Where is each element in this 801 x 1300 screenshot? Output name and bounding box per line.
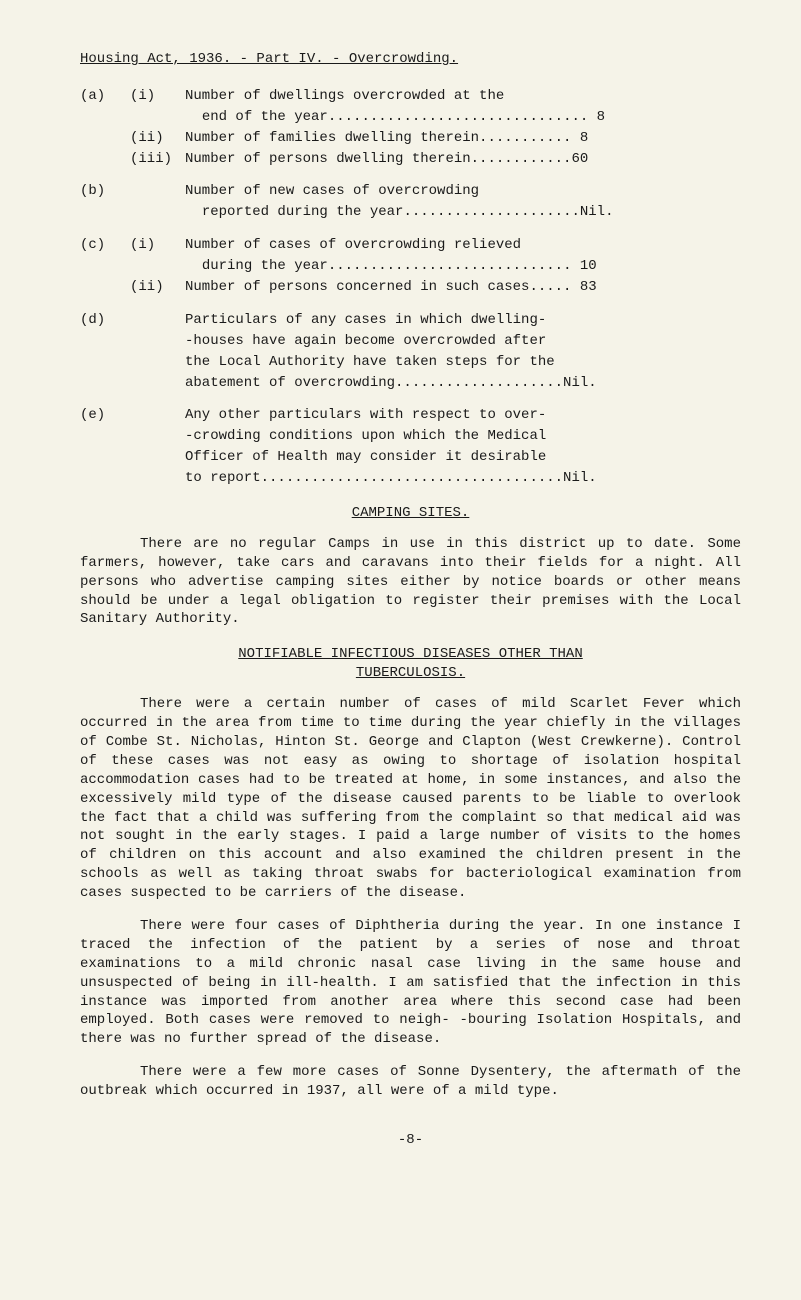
spacer bbox=[130, 406, 185, 425]
text-a-i-1: Number of dwellings overcrowded at the bbox=[185, 87, 741, 106]
heading-notifiable-line2: TUBERCULOSIS. bbox=[356, 665, 465, 681]
spacer bbox=[80, 332, 130, 351]
label-e: (e) bbox=[80, 406, 130, 425]
text-e-2: -crowding conditions upon which the Medi… bbox=[185, 427, 741, 446]
text-b-2-inner: reported during the year................… bbox=[202, 204, 614, 220]
label-d: (d) bbox=[80, 311, 130, 330]
section-d: (d) Particulars of any cases in which dw… bbox=[80, 311, 741, 393]
label-a-i: (i) bbox=[130, 87, 185, 106]
spacer bbox=[80, 353, 130, 372]
section-b: (b) Number of new cases of overcrowding … bbox=[80, 182, 741, 222]
text-d-1: Particulars of any cases in which dwelli… bbox=[185, 311, 741, 330]
paragraph-2: There were a certain number of cases of … bbox=[80, 695, 741, 903]
text-a-i-2: end of the year.........................… bbox=[185, 108, 741, 127]
text-b-1: Number of new cases of overcrowding bbox=[185, 182, 741, 201]
section-a: (a) (i) Number of dwellings overcrowded … bbox=[80, 87, 741, 169]
document-header: Housing Act, 1936. - Part IV. - Overcrow… bbox=[80, 50, 741, 69]
spacer bbox=[80, 427, 130, 446]
spacer bbox=[130, 353, 185, 372]
text-e-1: Any other particulars with respect to ov… bbox=[185, 406, 741, 425]
spacer bbox=[80, 203, 130, 222]
label-c: (c) bbox=[80, 236, 130, 255]
text-c-ii: Number of persons concerned in such case… bbox=[185, 278, 741, 297]
spacer bbox=[80, 278, 130, 297]
spacer bbox=[130, 108, 185, 127]
spacer bbox=[130, 182, 185, 201]
text-a-i-2-inner: end of the year.........................… bbox=[202, 109, 605, 125]
text-e-4: to report...............................… bbox=[185, 469, 741, 488]
text-c-i-1: Number of cases of overcrowding relieved bbox=[185, 236, 741, 255]
text-a-ii: Number of families dwelling therein.....… bbox=[185, 129, 741, 148]
spacer bbox=[130, 427, 185, 446]
spacer bbox=[80, 448, 130, 467]
label-c-i: (i) bbox=[130, 236, 185, 255]
text-c-i-2-inner: during the year.........................… bbox=[202, 258, 597, 274]
label-a: (a) bbox=[80, 87, 130, 106]
label-b: (b) bbox=[80, 182, 130, 201]
paragraph-3: There were four cases of Diphtheria duri… bbox=[80, 917, 741, 1049]
spacer bbox=[80, 374, 130, 393]
spacer bbox=[80, 257, 130, 276]
spacer bbox=[130, 203, 185, 222]
spacer bbox=[130, 311, 185, 330]
label-c-ii: (ii) bbox=[130, 278, 185, 297]
section-e: (e) Any other particulars with respect t… bbox=[80, 406, 741, 488]
text-c-i-2: during the year.........................… bbox=[185, 257, 741, 276]
spacer bbox=[80, 469, 130, 488]
spacer bbox=[130, 257, 185, 276]
page-number: -8- bbox=[80, 1131, 741, 1150]
spacer bbox=[130, 374, 185, 393]
text-d-2: -houses have again become overcrowded af… bbox=[185, 332, 741, 351]
paragraph-1: There are no regular Camps in use in thi… bbox=[80, 535, 741, 629]
spacer bbox=[80, 129, 130, 148]
spacer bbox=[130, 448, 185, 467]
heading-camping: CAMPING SITES. bbox=[80, 504, 741, 523]
spacer bbox=[130, 469, 185, 488]
heading-notifiable-line1: NOTIFIABLE INFECTIOUS DISEASES OTHER THA… bbox=[238, 646, 582, 662]
text-d-4: abatement of overcrowding...............… bbox=[185, 374, 741, 393]
spacer bbox=[80, 150, 130, 169]
label-a-ii: (ii) bbox=[130, 129, 185, 148]
text-a-iii: Number of persons dwelling therein......… bbox=[185, 150, 741, 169]
heading-notifiable: NOTIFIABLE INFECTIOUS DISEASES OTHER THA… bbox=[80, 645, 741, 683]
paragraph-4: There were a few more cases of Sonne Dys… bbox=[80, 1063, 741, 1101]
text-b-2: reported during the year................… bbox=[185, 203, 741, 222]
spacer bbox=[130, 332, 185, 351]
text-d-3: the Local Authority have taken steps for… bbox=[185, 353, 741, 372]
spacer bbox=[80, 108, 130, 127]
label-a-iii: (iii) bbox=[130, 150, 185, 169]
text-e-3: Officer of Health may consider it desira… bbox=[185, 448, 741, 467]
section-c: (c) (i) Number of cases of overcrowding … bbox=[80, 236, 741, 297]
